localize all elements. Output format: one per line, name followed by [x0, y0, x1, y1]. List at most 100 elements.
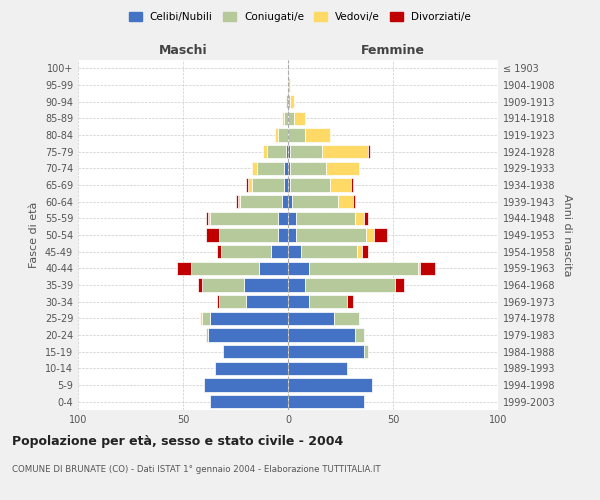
Bar [286, 95, 288, 108]
Bar [288, 178, 290, 192]
Bar [248, 178, 252, 192]
Bar [322, 145, 368, 158]
Bar [217, 245, 221, 258]
Bar [288, 128, 305, 141]
Bar [288, 78, 290, 92]
Bar [288, 245, 301, 258]
Bar [244, 278, 288, 291]
Bar [353, 195, 355, 208]
Bar [288, 195, 292, 208]
Bar [368, 145, 370, 158]
Bar [275, 128, 277, 141]
Bar [259, 262, 288, 275]
Bar [282, 112, 284, 125]
Bar [326, 162, 359, 175]
Bar [206, 228, 218, 241]
Bar [210, 395, 288, 408]
Bar [235, 195, 238, 208]
Bar [418, 262, 421, 275]
Bar [288, 228, 296, 241]
Bar [309, 262, 418, 275]
Bar [202, 278, 244, 291]
Bar [240, 195, 282, 208]
Bar [246, 295, 288, 308]
Bar [286, 145, 288, 158]
Bar [290, 162, 326, 175]
Bar [277, 228, 288, 241]
Bar [330, 178, 351, 192]
Bar [218, 295, 246, 308]
Bar [295, 112, 305, 125]
Bar [257, 162, 284, 175]
Text: Maschi: Maschi [158, 44, 208, 57]
Bar [206, 212, 208, 225]
Bar [284, 112, 288, 125]
Bar [288, 295, 309, 308]
Bar [355, 212, 364, 225]
Bar [288, 145, 290, 158]
Bar [200, 312, 202, 325]
Bar [284, 162, 288, 175]
Bar [305, 278, 395, 291]
Bar [277, 212, 288, 225]
Bar [215, 362, 288, 375]
Bar [395, 278, 404, 291]
Bar [202, 312, 210, 325]
Bar [221, 245, 271, 258]
Bar [338, 195, 353, 208]
Bar [253, 162, 257, 175]
Bar [271, 245, 288, 258]
Bar [288, 345, 364, 358]
Bar [361, 245, 368, 258]
Bar [290, 145, 322, 158]
Bar [267, 145, 286, 158]
Bar [238, 195, 240, 208]
Bar [246, 178, 248, 192]
Bar [282, 195, 288, 208]
Bar [288, 328, 355, 342]
Bar [421, 262, 435, 275]
Bar [334, 312, 359, 325]
Bar [284, 178, 288, 192]
Bar [366, 228, 374, 241]
Bar [198, 278, 202, 291]
Bar [355, 328, 364, 342]
Bar [309, 295, 347, 308]
Bar [176, 262, 191, 275]
Bar [288, 212, 296, 225]
Bar [374, 228, 387, 241]
Legend: Celibi/Nubili, Coniugati/e, Vedovi/e, Divorziati/e: Celibi/Nubili, Coniugati/e, Vedovi/e, Di… [125, 8, 475, 26]
Text: COMUNE DI BRUNATE (CO) - Dati ISTAT 1° gennaio 2004 - Elaborazione TUTTITALIA.IT: COMUNE DI BRUNATE (CO) - Dati ISTAT 1° g… [12, 465, 380, 474]
Bar [347, 295, 353, 308]
Bar [288, 162, 290, 175]
Bar [358, 245, 361, 258]
Bar [208, 328, 288, 342]
Bar [296, 212, 355, 225]
Bar [288, 95, 290, 108]
Bar [217, 295, 218, 308]
Bar [305, 128, 330, 141]
Y-axis label: Fasce di età: Fasce di età [29, 202, 39, 268]
Bar [210, 312, 288, 325]
Bar [288, 112, 295, 125]
Bar [288, 262, 309, 275]
Bar [288, 278, 305, 291]
Bar [364, 212, 368, 225]
Bar [364, 345, 368, 358]
Bar [288, 312, 334, 325]
Bar [223, 345, 288, 358]
Bar [277, 128, 288, 141]
Bar [206, 328, 208, 342]
Bar [204, 378, 288, 392]
Text: Femmine: Femmine [361, 44, 425, 57]
Text: Popolazione per età, sesso e stato civile - 2004: Popolazione per età, sesso e stato civil… [12, 435, 343, 448]
Bar [301, 245, 358, 258]
Bar [218, 228, 277, 241]
Bar [253, 178, 284, 192]
Bar [263, 145, 267, 158]
Bar [288, 362, 347, 375]
Bar [210, 212, 277, 225]
Bar [351, 178, 353, 192]
Bar [191, 262, 259, 275]
Bar [292, 195, 338, 208]
